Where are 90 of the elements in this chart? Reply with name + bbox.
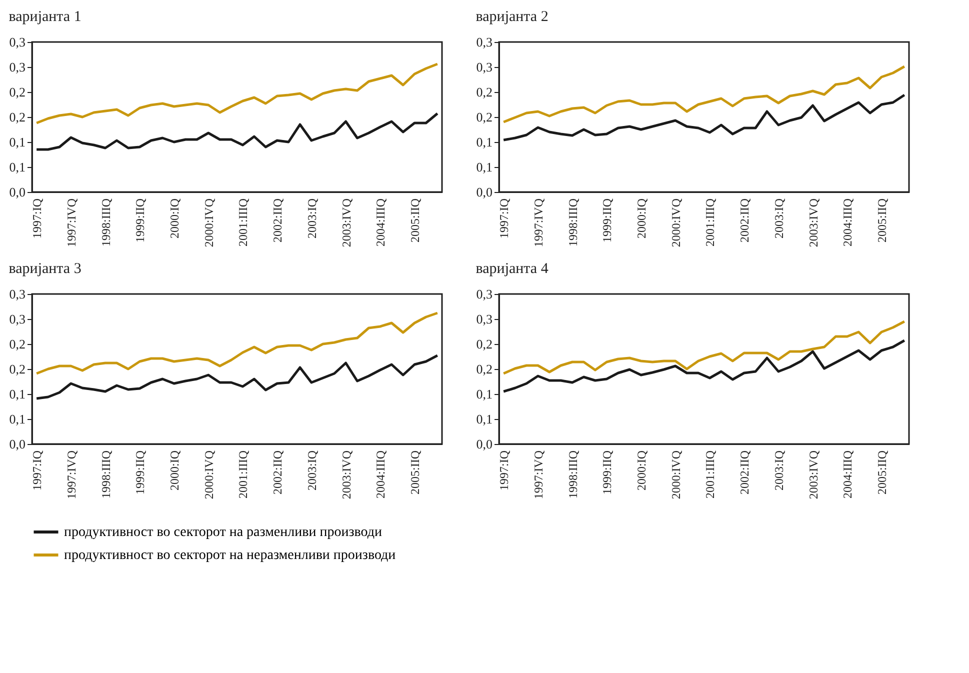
y-tick-label: 0,1 [9, 160, 26, 174]
x-tick-label: 2000:IQ [634, 198, 649, 238]
x-tick-label: 2003:IVQ [339, 450, 354, 500]
x-tick-label: 2003:IVQ [339, 198, 354, 248]
x-tick-label: 1999:IIQ [600, 450, 614, 494]
line-series [502, 65, 906, 124]
y-tick-label: 0,0 [9, 184, 26, 200]
x-tick-label: 2004:IIIQ [840, 198, 855, 246]
x-tick-label: 1998:IIIQ [566, 198, 580, 246]
x-tick-label: 2000:IQ [168, 450, 182, 490]
y-tick-label: 0,1 [476, 160, 492, 174]
y-tick-label: 0,2 [476, 84, 492, 100]
line-series [502, 339, 906, 393]
y-tick-label: 0,1 [9, 134, 26, 150]
y-tick-label: 0,3 [476, 312, 492, 326]
legend-label: продуктивност во секторот на неразменливи производи [64, 548, 396, 563]
y-tick-label: 0,2 [9, 84, 26, 100]
x-tick-label: 2000:IQ [168, 198, 182, 238]
y-tick-label: 0,0 [9, 436, 26, 452]
chart-title: варијанта 3 [8, 261, 82, 277]
x-tick-label: 1998:IIIQ [566, 450, 580, 498]
y-tick-label: 0,3 [9, 60, 26, 74]
y-tick-label: 0,2 [476, 110, 492, 124]
x-tick-label: 1997:IQ [497, 198, 512, 238]
y-tick-label: 0,3 [476, 60, 492, 74]
x-tick-label: 2001:IIIQ [703, 450, 718, 498]
y-tick-label: 0,1 [476, 386, 492, 402]
x-tick-label: 2003:IQ [772, 198, 786, 238]
line-series [502, 320, 906, 375]
y-tick-label: 0,1 [476, 412, 492, 426]
x-tick-label: 2001:IIIQ [703, 198, 718, 246]
y-tick-label: 0,0 [476, 184, 492, 200]
y-tick-label: 0,3 [476, 34, 492, 50]
x-tick-label: 2005:IIQ [408, 198, 422, 242]
x-tick-label: 1997:IVQ [531, 198, 546, 248]
line-series [35, 112, 439, 151]
y-tick-label: 0,2 [9, 336, 26, 352]
y-tick-label: 0,0 [476, 436, 492, 452]
y-tick-label: 0,2 [9, 362, 26, 376]
chart-title: варијанта 2 [476, 9, 548, 25]
y-tick-label: 0,3 [9, 286, 26, 302]
x-tick-label: 2003:IQ [304, 450, 319, 490]
x-tick-label: 1997:IVQ [64, 198, 78, 248]
line-series [35, 354, 439, 400]
legend-label: продуктивност во секторот на разменливи производи [64, 525, 382, 540]
x-tick-label: 2002:IIQ [738, 198, 752, 242]
line-series [35, 312, 439, 375]
x-tick-label: 2005:IIQ [408, 450, 422, 494]
y-tick-label: 0,2 [476, 336, 492, 352]
chart-title: варијанта 1 [8, 9, 82, 25]
y-tick-label: 0,3 [476, 286, 492, 302]
x-tick-label: 2000:IVQ [668, 198, 683, 248]
x-tick-label: 2004:IIIQ [374, 198, 388, 246]
x-tick-label: 2001:IIIQ [236, 198, 250, 246]
y-tick-label: 0,2 [476, 362, 492, 376]
x-tick-label: 1999:IIQ [133, 450, 148, 494]
x-tick-label: 1997:IVQ [531, 450, 546, 500]
x-tick-label: 2002:IIQ [738, 450, 752, 494]
y-tick-label: 0,3 [9, 34, 26, 50]
x-tick-label: 1998:IIIQ [98, 450, 113, 498]
x-tick-label: 2005:IIQ [875, 198, 890, 242]
x-tick-label: 2005:IIQ [875, 450, 890, 494]
y-tick-label: 0,1 [9, 412, 26, 426]
x-tick-label: 1997:IQ [497, 450, 512, 490]
x-tick-label: 2003:IVQ [806, 198, 820, 248]
x-tick-label: 2003:IVQ [806, 450, 820, 500]
x-tick-label: 1999:IIQ [600, 198, 614, 242]
chart-title: варијанта 4 [476, 261, 549, 277]
x-tick-label: 2004:IIIQ [840, 450, 855, 498]
x-tick-label: 2003:IQ [304, 198, 319, 238]
x-tick-label: 2002:IIQ [270, 198, 285, 242]
x-tick-label: 1998:IIIQ [98, 198, 113, 246]
x-tick-label: 1997:IVQ [64, 450, 78, 500]
x-tick-label: 2000:IVQ [202, 450, 216, 500]
x-tick-label: 2000:IVQ [202, 198, 216, 248]
x-tick-label: 2000:IQ [634, 450, 649, 490]
line-series [502, 94, 906, 142]
y-tick-label: 0,1 [476, 134, 492, 150]
x-tick-label: 2004:IIIQ [374, 450, 388, 498]
x-tick-label: 1997:IQ [30, 450, 44, 490]
x-tick-label: 2001:IIIQ [236, 450, 250, 498]
x-tick-label: 1999:IIQ [133, 198, 148, 242]
x-tick-label: 2000:IVQ [668, 450, 683, 500]
y-tick-label: 0,3 [9, 312, 26, 326]
x-tick-label: 1997:IQ [30, 198, 44, 238]
y-tick-label: 0,2 [9, 110, 26, 124]
y-tick-label: 0,1 [9, 386, 26, 402]
x-tick-label: 2003:IQ [772, 450, 786, 490]
x-tick-label: 2002:IIQ [270, 450, 285, 494]
line-series [35, 62, 439, 124]
